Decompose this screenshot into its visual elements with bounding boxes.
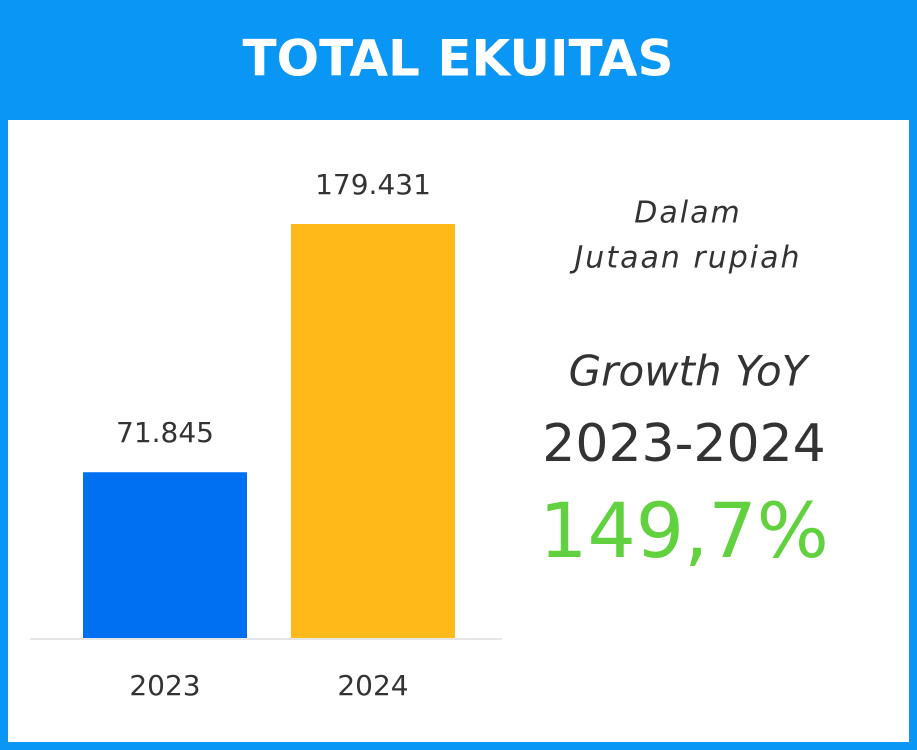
bar [83, 472, 247, 638]
bar [291, 224, 455, 638]
growth-period: 2023-2024 [542, 414, 825, 474]
unit-note: Jutaan rupiah [569, 241, 801, 276]
x-tick-label: 2023 [129, 669, 200, 702]
unit-note: Dalam [634, 196, 741, 231]
x-tick-label: 2024 [337, 669, 408, 702]
chart-title: TOTAL EKUITAS [243, 30, 674, 88]
growth-label: Growth YoY [569, 347, 811, 396]
growth-value: 149,7% [539, 486, 829, 575]
value-label: 71.845 [116, 416, 214, 449]
value-label: 179.431 [315, 168, 431, 201]
